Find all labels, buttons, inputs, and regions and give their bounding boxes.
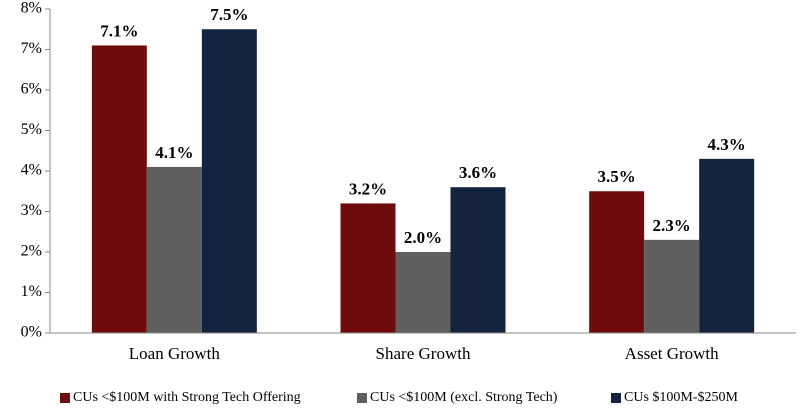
legend-swatch [357, 393, 367, 403]
y-tick-label: 3% [21, 202, 42, 219]
bar [146, 166, 202, 333]
y-tick-label: 7% [21, 40, 42, 57]
legend-swatch [60, 393, 70, 403]
y-tick-label: 1% [21, 283, 42, 300]
y-tick-label: 0% [21, 324, 42, 341]
bar [699, 158, 755, 333]
value-label: 3.5% [598, 167, 636, 186]
bar [644, 239, 700, 333]
x-tick-label: Asset Growth [625, 344, 719, 363]
value-label: 7.5% [210, 5, 248, 24]
legend-swatch [611, 393, 621, 403]
value-label: 2.0% [404, 228, 442, 247]
legend-label: CUs <$100M with Strong Tech Offering [73, 390, 301, 405]
y-tick-label: 8% [21, 0, 42, 17]
x-tick-label: Loan Growth [129, 344, 221, 363]
y-tick-label: 4% [21, 162, 42, 179]
value-label: 3.2% [349, 179, 387, 198]
x-tick-label: Share Growth [376, 344, 471, 363]
legend-label: CUs $100M-$250M [624, 390, 739, 405]
y-tick-label: 6% [21, 81, 42, 98]
bar [201, 29, 257, 333]
bar [91, 45, 147, 333]
bar [395, 252, 451, 333]
y-tick-label: 5% [21, 121, 42, 138]
value-label: 4.1% [155, 143, 193, 162]
bar [340, 203, 396, 333]
value-label: 3.6% [459, 163, 497, 182]
bar [450, 187, 506, 333]
legend-label: CUs <$100M (excl. Strong Tech) [370, 390, 558, 405]
value-label: 4.3% [708, 135, 746, 154]
value-label: 7.1% [100, 21, 138, 40]
value-label: 2.3% [653, 216, 691, 235]
bar [589, 191, 645, 333]
y-tick-label: 2% [21, 243, 42, 260]
